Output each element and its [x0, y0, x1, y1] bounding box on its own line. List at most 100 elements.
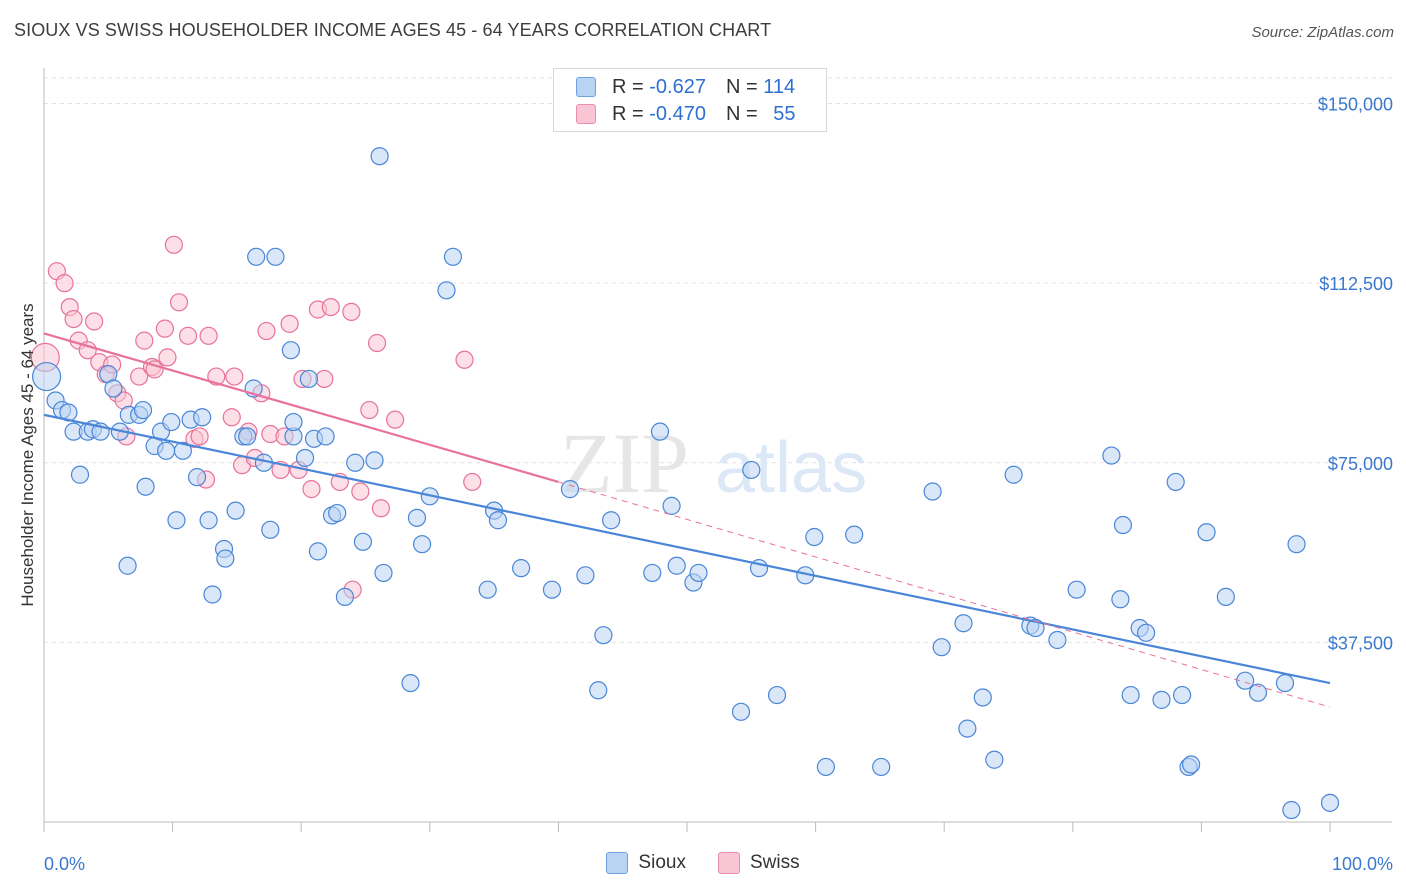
sioux-point: [247, 247, 266, 266]
sioux-point: [295, 448, 315, 468]
sioux-point: [203, 585, 222, 604]
sioux-point: [335, 587, 355, 606]
sioux-point: [1236, 671, 1255, 690]
sioux-point: [412, 535, 432, 554]
n-label: N =: [725, 75, 758, 98]
swiss-point: [222, 408, 241, 427]
swiss-point: [199, 326, 218, 345]
n-value: 114: [763, 75, 796, 98]
swiss-point: [85, 312, 104, 331]
swiss-point: [135, 331, 154, 350]
swiss-point: [64, 309, 83, 329]
correlation-legend: R = -0.627 N = 114 R = -0.470 N = 55: [553, 68, 827, 132]
sioux-point: [954, 614, 973, 633]
legend-row-swiss: R = -0.470 N = 55: [576, 102, 795, 126]
sioux-point: [767, 685, 787, 705]
legend-item-swiss[interactable]: Swiss: [717, 852, 800, 874]
swiss-point: [367, 333, 387, 353]
axes: [43, 68, 1392, 832]
sioux-point: [1152, 690, 1171, 709]
sioux-point: [872, 757, 891, 777]
swiss-point: [190, 427, 209, 446]
sioux-point: [346, 453, 365, 472]
r-label: R =: [612, 75, 644, 98]
sioux-point: [370, 147, 389, 166]
watermark: ZIP atlas: [560, 415, 867, 511]
sioux-point: [512, 559, 531, 578]
swiss-point: [158, 348, 177, 367]
sioux-point: [167, 511, 186, 530]
swiss-trend-line: [43, 332, 559, 483]
legend-label-sioux: Sioux: [638, 852, 686, 873]
sioux-point: [266, 247, 285, 266]
swiss-point: [155, 319, 174, 338]
swiss-point: [321, 297, 340, 317]
swiss-point: [385, 410, 405, 429]
sioux-point: [401, 673, 420, 693]
sioux-point: [316, 427, 335, 446]
trend-lines: [43, 332, 1331, 708]
sioux-point: [216, 549, 235, 568]
x-tick-label-max: 100.0%: [1332, 854, 1393, 874]
sioux-point: [478, 580, 497, 599]
sioux-point: [576, 566, 595, 585]
sioux-point: [689, 563, 708, 583]
sioux-point: [281, 341, 301, 360]
sioux-point: [1121, 685, 1140, 705]
sioux-point: [118, 556, 137, 575]
sioux-point: [104, 379, 123, 398]
swiss-point: [351, 482, 370, 501]
sioux-point: [1216, 587, 1235, 606]
sioux-point: [173, 441, 192, 460]
sioux-point: [226, 501, 245, 520]
y-tick-label: $75,000: [1328, 454, 1393, 474]
sioux-point: [488, 511, 508, 530]
sioux-point: [328, 503, 347, 523]
sioux-point: [1282, 800, 1301, 820]
sioux-point: [923, 482, 942, 501]
sioux-point: [193, 408, 212, 427]
swiss-point: [302, 480, 321, 499]
swiss-point: [315, 369, 334, 389]
sioux-point: [958, 719, 977, 738]
n-label: N =: [725, 102, 758, 125]
sioux-point: [594, 626, 613, 645]
sioux-point: [308, 542, 328, 561]
watermark-atlas: atlas: [715, 428, 867, 508]
y-tick-labels: $37,500 $75,000 $112,500 $150,000: [1318, 95, 1393, 654]
sioux-point: [1004, 465, 1023, 484]
sioux-point: [1026, 618, 1045, 638]
legend-label-swiss: Swiss: [749, 852, 800, 873]
sioux-point: [238, 427, 257, 446]
sioux-point: [542, 580, 562, 599]
sioux-point: [1287, 535, 1306, 554]
swiss-point: [178, 326, 198, 345]
legend-item-sioux[interactable]: Sioux: [606, 852, 686, 874]
swiss-point: [225, 367, 244, 386]
sioux-swatch: [606, 852, 629, 874]
sioux-point: [136, 477, 155, 496]
sioux-point: [199, 511, 218, 530]
sioux-point: [157, 441, 176, 460]
sioux-point: [70, 465, 90, 484]
sioux-swatch: [576, 77, 596, 97]
sioux-point: [1166, 472, 1185, 492]
sioux-point: [31, 361, 62, 392]
swiss-point: [455, 350, 474, 369]
swiss-point: [55, 274, 74, 293]
sioux-point: [1197, 523, 1216, 542]
swiss-point: [164, 235, 183, 254]
sioux-point: [662, 496, 681, 515]
y-tick-label: $150,000: [1318, 95, 1393, 115]
sioux-point: [261, 520, 280, 539]
sioux-point: [742, 460, 761, 480]
y-tick-label: $37,500: [1328, 633, 1393, 653]
sioux-point: [602, 511, 621, 530]
r-value: -0.627: [649, 75, 706, 98]
sioux-point: [1113, 515, 1133, 535]
legend-row-sioux: R = -0.627 N = 114: [576, 75, 795, 99]
sioux-point: [1248, 683, 1268, 702]
sioux-point: [973, 688, 992, 707]
swiss-point: [207, 367, 226, 386]
watermark-zip: ZIP: [560, 415, 689, 511]
